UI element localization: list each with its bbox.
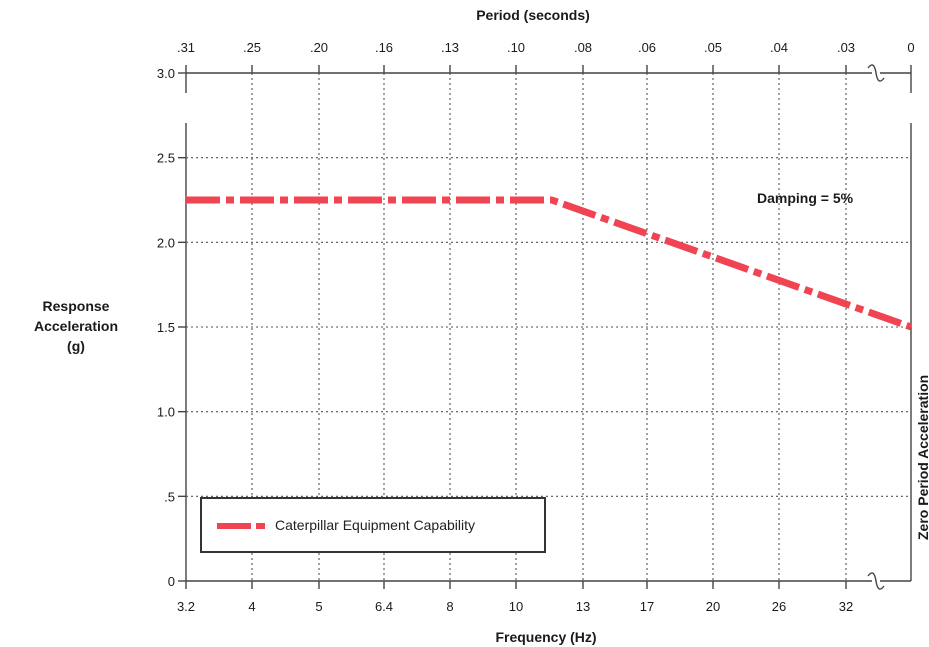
top-tick-label: .03 <box>837 40 855 55</box>
y-axis-title: Response Acceleration (g) <box>20 296 132 356</box>
bottom-tick-label: 32 <box>839 599 853 614</box>
y-tick-label: 0 <box>168 574 175 589</box>
top-tick-label: .08 <box>574 40 592 55</box>
tick-marks <box>178 65 912 589</box>
top-tick-label: .16 <box>375 40 393 55</box>
gridlines <box>186 73 911 581</box>
legend-swatch <box>217 523 265 529</box>
bottom-tick-label: 17 <box>640 599 654 614</box>
series-line <box>186 196 913 331</box>
legend: Caterpillar Equipment Capability <box>200 497 546 553</box>
top-tick-label: .10 <box>507 40 525 55</box>
top-tick-label: 0 <box>907 40 914 55</box>
y-tick-label: 3.0 <box>157 66 175 81</box>
top-tick-label: .06 <box>638 40 656 55</box>
series-layer <box>186 196 913 331</box>
top-tick-label: .25 <box>243 40 261 55</box>
y-axis-title-line: Acceleration <box>33 318 119 334</box>
y-axis-title-line: Response <box>42 298 110 314</box>
top-tick-label: .31 <box>177 40 195 55</box>
bottom-tick-label: 13 <box>576 599 590 614</box>
legend-label: Caterpillar Equipment Capability <box>275 517 475 533</box>
right-axis-title: Zero Period Acceleration <box>915 375 929 540</box>
tick-labels: 0 .5 1.0 1.5 2.0 2.5 3.0.31 .25 .20 .16 .13 .10 .08.… <box>157 40 915 614</box>
top-tick-label: .05 <box>704 40 722 55</box>
bottom-tick-label: 5 <box>315 599 322 614</box>
bottom-tick-label: 26 <box>772 599 786 614</box>
y-tick-label: 1.5 <box>157 320 175 335</box>
bottom-tick-label: 3.2 <box>177 599 195 614</box>
y-tick-label: 2.5 <box>157 151 175 166</box>
x-axis-title: Frequency (Hz) <box>495 629 596 645</box>
bottom-tick-label: 20 <box>706 599 720 614</box>
bottom-tick-label: 4 <box>248 599 255 614</box>
bottom-tick-label: 6.4 <box>375 599 393 614</box>
top-axis-title: Period (seconds) <box>476 7 590 23</box>
damping-annotation: Damping = 5% <box>757 190 854 206</box>
axis-break-marks <box>867 64 885 590</box>
y-axis-title-line: (g) <box>67 338 85 354</box>
top-tick-label: .13 <box>441 40 459 55</box>
y-tick-label: 2.0 <box>157 235 175 250</box>
y-tick-label: 1.0 <box>157 405 175 420</box>
top-tick-label: .04 <box>770 40 788 55</box>
bottom-tick-label: 8 <box>446 599 453 614</box>
top-tick-label: .20 <box>310 40 328 55</box>
bottom-tick-label: 10 <box>509 599 523 614</box>
y-tick-label: .5 <box>164 489 175 504</box>
